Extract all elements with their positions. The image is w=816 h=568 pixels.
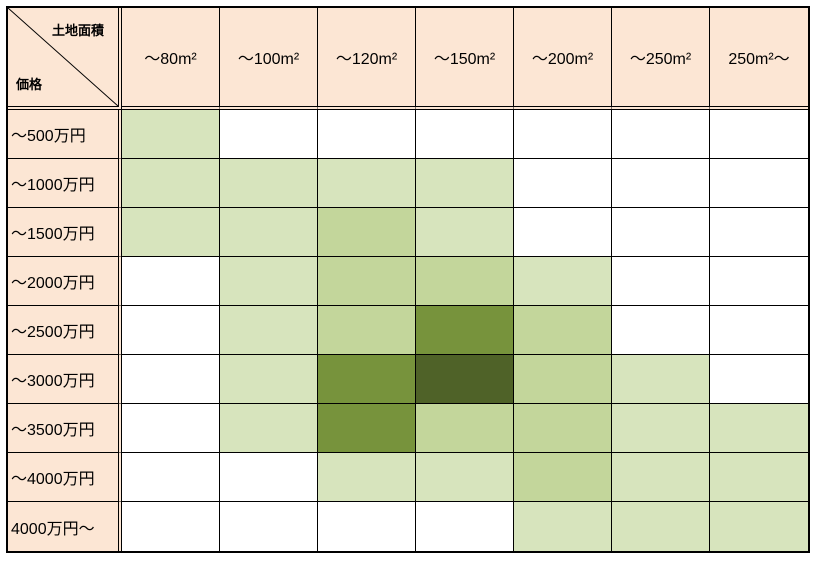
heatmap-cell (416, 502, 514, 551)
row-header-8: 4000万円～ (8, 502, 122, 551)
corner-label-price: 価格 (16, 77, 43, 92)
row-header-2: ～1500万円 (8, 208, 122, 257)
heatmap-cell (220, 502, 318, 551)
heatmap-cell (318, 159, 416, 208)
heatmap-cell (710, 453, 808, 502)
table-row: ～4000万円 (8, 453, 808, 502)
table-row: ～1000万円 (8, 159, 808, 208)
heatmap-cell (416, 159, 514, 208)
row-header-3: ～2000万円 (8, 257, 122, 306)
heatmap-cell (122, 257, 220, 306)
heatmap-cell (122, 453, 220, 502)
heatmap-cell (416, 404, 514, 453)
heatmap-cell (122, 110, 220, 159)
heatmap-cell (710, 355, 808, 404)
heatmap-cell (318, 257, 416, 306)
table-row: 4000万円～ (8, 502, 808, 551)
heatmap-cell (612, 208, 710, 257)
heatmap-cell (514, 159, 612, 208)
heatmap-cell (122, 355, 220, 404)
heatmap-cell (514, 257, 612, 306)
heatmap-cell (514, 355, 612, 404)
column-header-3: ～150m² (416, 8, 514, 110)
row-header-4: ～2500万円 (8, 306, 122, 355)
heatmap-cell (612, 453, 710, 502)
heatmap-cell (514, 306, 612, 355)
heatmap-cell (514, 404, 612, 453)
column-header-1: ～100m² (220, 8, 318, 110)
heatmap-cell (612, 257, 710, 306)
heatmap-cell (220, 208, 318, 257)
heatmap-cell (122, 404, 220, 453)
heatmap-cell (612, 355, 710, 404)
column-header-6: 250m²～ (710, 8, 808, 110)
heatmap-cell (318, 306, 416, 355)
row-header-1: ～1000万円 (8, 159, 122, 208)
heatmap-cell (220, 404, 318, 453)
heatmap-cell (710, 208, 808, 257)
heatmap-cell (710, 502, 808, 551)
heatmap-cell (612, 110, 710, 159)
heatmap-cell (220, 110, 318, 159)
corner-cell: 土地面積 価格 (8, 8, 122, 110)
table-row: ～500万円 (8, 110, 808, 159)
price-area-matrix: 土地面積 価格 ～80m² ～100m² ～120m² ～150m² ～200m² ～25… (8, 8, 808, 551)
table-row: ～1500万円 (8, 208, 808, 257)
heatmap-cell (318, 453, 416, 502)
heatmap-cell (612, 502, 710, 551)
row-header-0: ～500万円 (8, 110, 122, 159)
heatmap-cell (220, 355, 318, 404)
heatmap-cell (220, 159, 318, 208)
heatmap-cell (318, 502, 416, 551)
heatmap-cell (514, 110, 612, 159)
header-row: 土地面積 価格 ～80m² ～100m² ～120m² ～150m² ～200m² ～25… (8, 8, 808, 110)
column-header-5: ～250m² (612, 8, 710, 110)
heatmap-cell (318, 208, 416, 257)
heatmap-cell (710, 404, 808, 453)
heatmap-cell (122, 159, 220, 208)
row-header-7: ～4000万円 (8, 453, 122, 502)
heatmap-cell (514, 208, 612, 257)
heatmap-cell (612, 159, 710, 208)
heatmap-cell (416, 110, 514, 159)
heatmap-cell (122, 502, 220, 551)
heatmap-cell (220, 453, 318, 502)
diagonal-divider-line (8, 8, 118, 106)
heatmap-cell (318, 110, 416, 159)
heatmap-cell (514, 453, 612, 502)
heatmap-cell (612, 306, 710, 355)
table-row: ～2000万円 (8, 257, 808, 306)
heatmap-cell (416, 355, 514, 404)
heatmap-cell (612, 404, 710, 453)
heatmap-cell (416, 208, 514, 257)
heatmap-cell (416, 257, 514, 306)
heatmap-cell (318, 355, 416, 404)
heatmap-cell (710, 159, 808, 208)
heatmap-cell (220, 257, 318, 306)
heatmap-table: 土地面積 価格 ～80m² ～100m² ～120m² ～150m² ～200m² ～25… (6, 6, 810, 553)
heatmap-cell (416, 306, 514, 355)
heatmap-cell (710, 257, 808, 306)
column-header-2: ～120m² (318, 8, 416, 110)
column-header-0: ～80m² (122, 8, 220, 110)
heatmap-cell (220, 306, 318, 355)
heatmap-cell (122, 208, 220, 257)
column-header-4: ～200m² (514, 8, 612, 110)
corner-label-land-area: 土地面積 (51, 23, 104, 38)
row-header-6: ～3500万円 (8, 404, 122, 453)
heatmap-cell (416, 453, 514, 502)
heatmap-cell (318, 404, 416, 453)
table-row: ～3500万円 (8, 404, 808, 453)
table-row: ～2500万円 (8, 306, 808, 355)
heatmap-cell (122, 306, 220, 355)
heatmap-cell (710, 306, 808, 355)
row-header-5: ～3000万円 (8, 355, 122, 404)
heatmap-cell (514, 502, 612, 551)
table-row: ～3000万円 (8, 355, 808, 404)
heatmap-cell (710, 110, 808, 159)
